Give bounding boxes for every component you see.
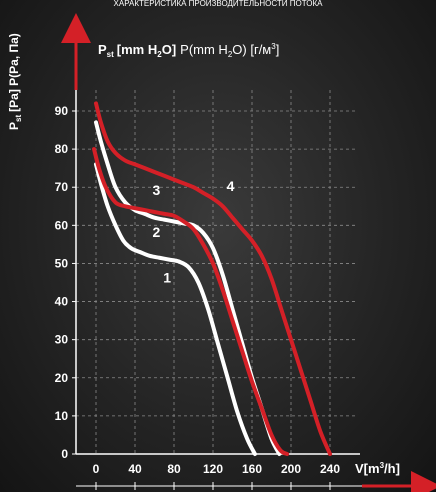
x-tick-label: 120 xyxy=(203,462,223,476)
x-axis-label: V[m3/h] xyxy=(355,461,400,476)
x-tick-label: 40 xyxy=(128,462,142,476)
series-label-2: 2 xyxy=(153,224,161,240)
y-axis-label-top-rest3: ] xyxy=(276,42,280,57)
series-labels: 1 2 3 4 xyxy=(153,178,235,285)
x-tick-labels: 0 40 80 120 160 200 240 xyxy=(93,462,340,490)
y-tick-label: 70 xyxy=(55,180,69,194)
series-group xyxy=(92,101,332,456)
x-tick-label: 240 xyxy=(320,462,340,476)
y-axis-label-top-rest2: O) [г/м xyxy=(232,42,271,57)
chart-title: ХАРАКТЕРИСТИКА ПРОИЗВОДИТЕЛЬНОСТИ ПОТОКА xyxy=(114,0,324,8)
y-tick-label: 30 xyxy=(55,333,69,347)
y-axis-label-top-bold2: O] xyxy=(162,42,176,57)
series-label-4: 4 xyxy=(227,178,235,194)
y-tick-labels: 0 10 20 30 40 50 60 70 80 90 xyxy=(55,104,76,461)
y-axis-label-side-sub: st xyxy=(14,115,23,122)
y-axis-label-side-main: P xyxy=(7,122,21,130)
y-axis-label-top: Pst [mm H2O] P(mm H2O) [г/м3] xyxy=(98,42,279,59)
y-tick-label: 80 xyxy=(55,142,69,156)
y-axis-label-top-h2o-sub: 2 xyxy=(157,50,162,59)
y-axis-label-side: Pst [Pa] P(Pa, Па) xyxy=(7,33,23,130)
y-tick-label: 20 xyxy=(55,371,69,385)
series-line-3 xyxy=(92,147,290,456)
y-axis-label-top-sub: st xyxy=(107,50,114,59)
series-line-4 xyxy=(94,101,332,456)
series-label-1: 1 xyxy=(163,270,171,286)
y-axis-label-top-bold: [mm H xyxy=(117,42,157,57)
x-tick-label: 80 xyxy=(167,462,181,476)
y-tick-label: 0 xyxy=(61,447,68,461)
y-axis-label-top-h2o-sub2: 2 xyxy=(228,50,233,59)
y-axis-label-top-main: P xyxy=(98,42,107,57)
y-axis-label-side-rest: [Pa] P(Pa, Па) xyxy=(7,33,21,112)
series-line-1 xyxy=(94,162,257,456)
y-tick-label: 90 xyxy=(55,104,69,118)
x-tick-label: 160 xyxy=(242,462,262,476)
y-tick-label: 50 xyxy=(55,256,69,270)
y-tick-label: 60 xyxy=(55,218,69,232)
x-tick-label: 0 xyxy=(93,462,100,476)
x-tick-label: 200 xyxy=(281,462,301,476)
x-axis-label-sup: 3 xyxy=(380,461,385,470)
x-axis-label-end: /h] xyxy=(384,461,400,476)
y-tick-label: 10 xyxy=(55,409,69,423)
y-tick-label: 40 xyxy=(55,295,69,309)
y-axis-label-top-cube: 3 xyxy=(271,42,276,51)
y-axis-label-top-rest: P(mm H xyxy=(180,42,228,57)
x-axis-label-main: V[m xyxy=(355,461,380,476)
series-label-3: 3 xyxy=(153,182,161,198)
